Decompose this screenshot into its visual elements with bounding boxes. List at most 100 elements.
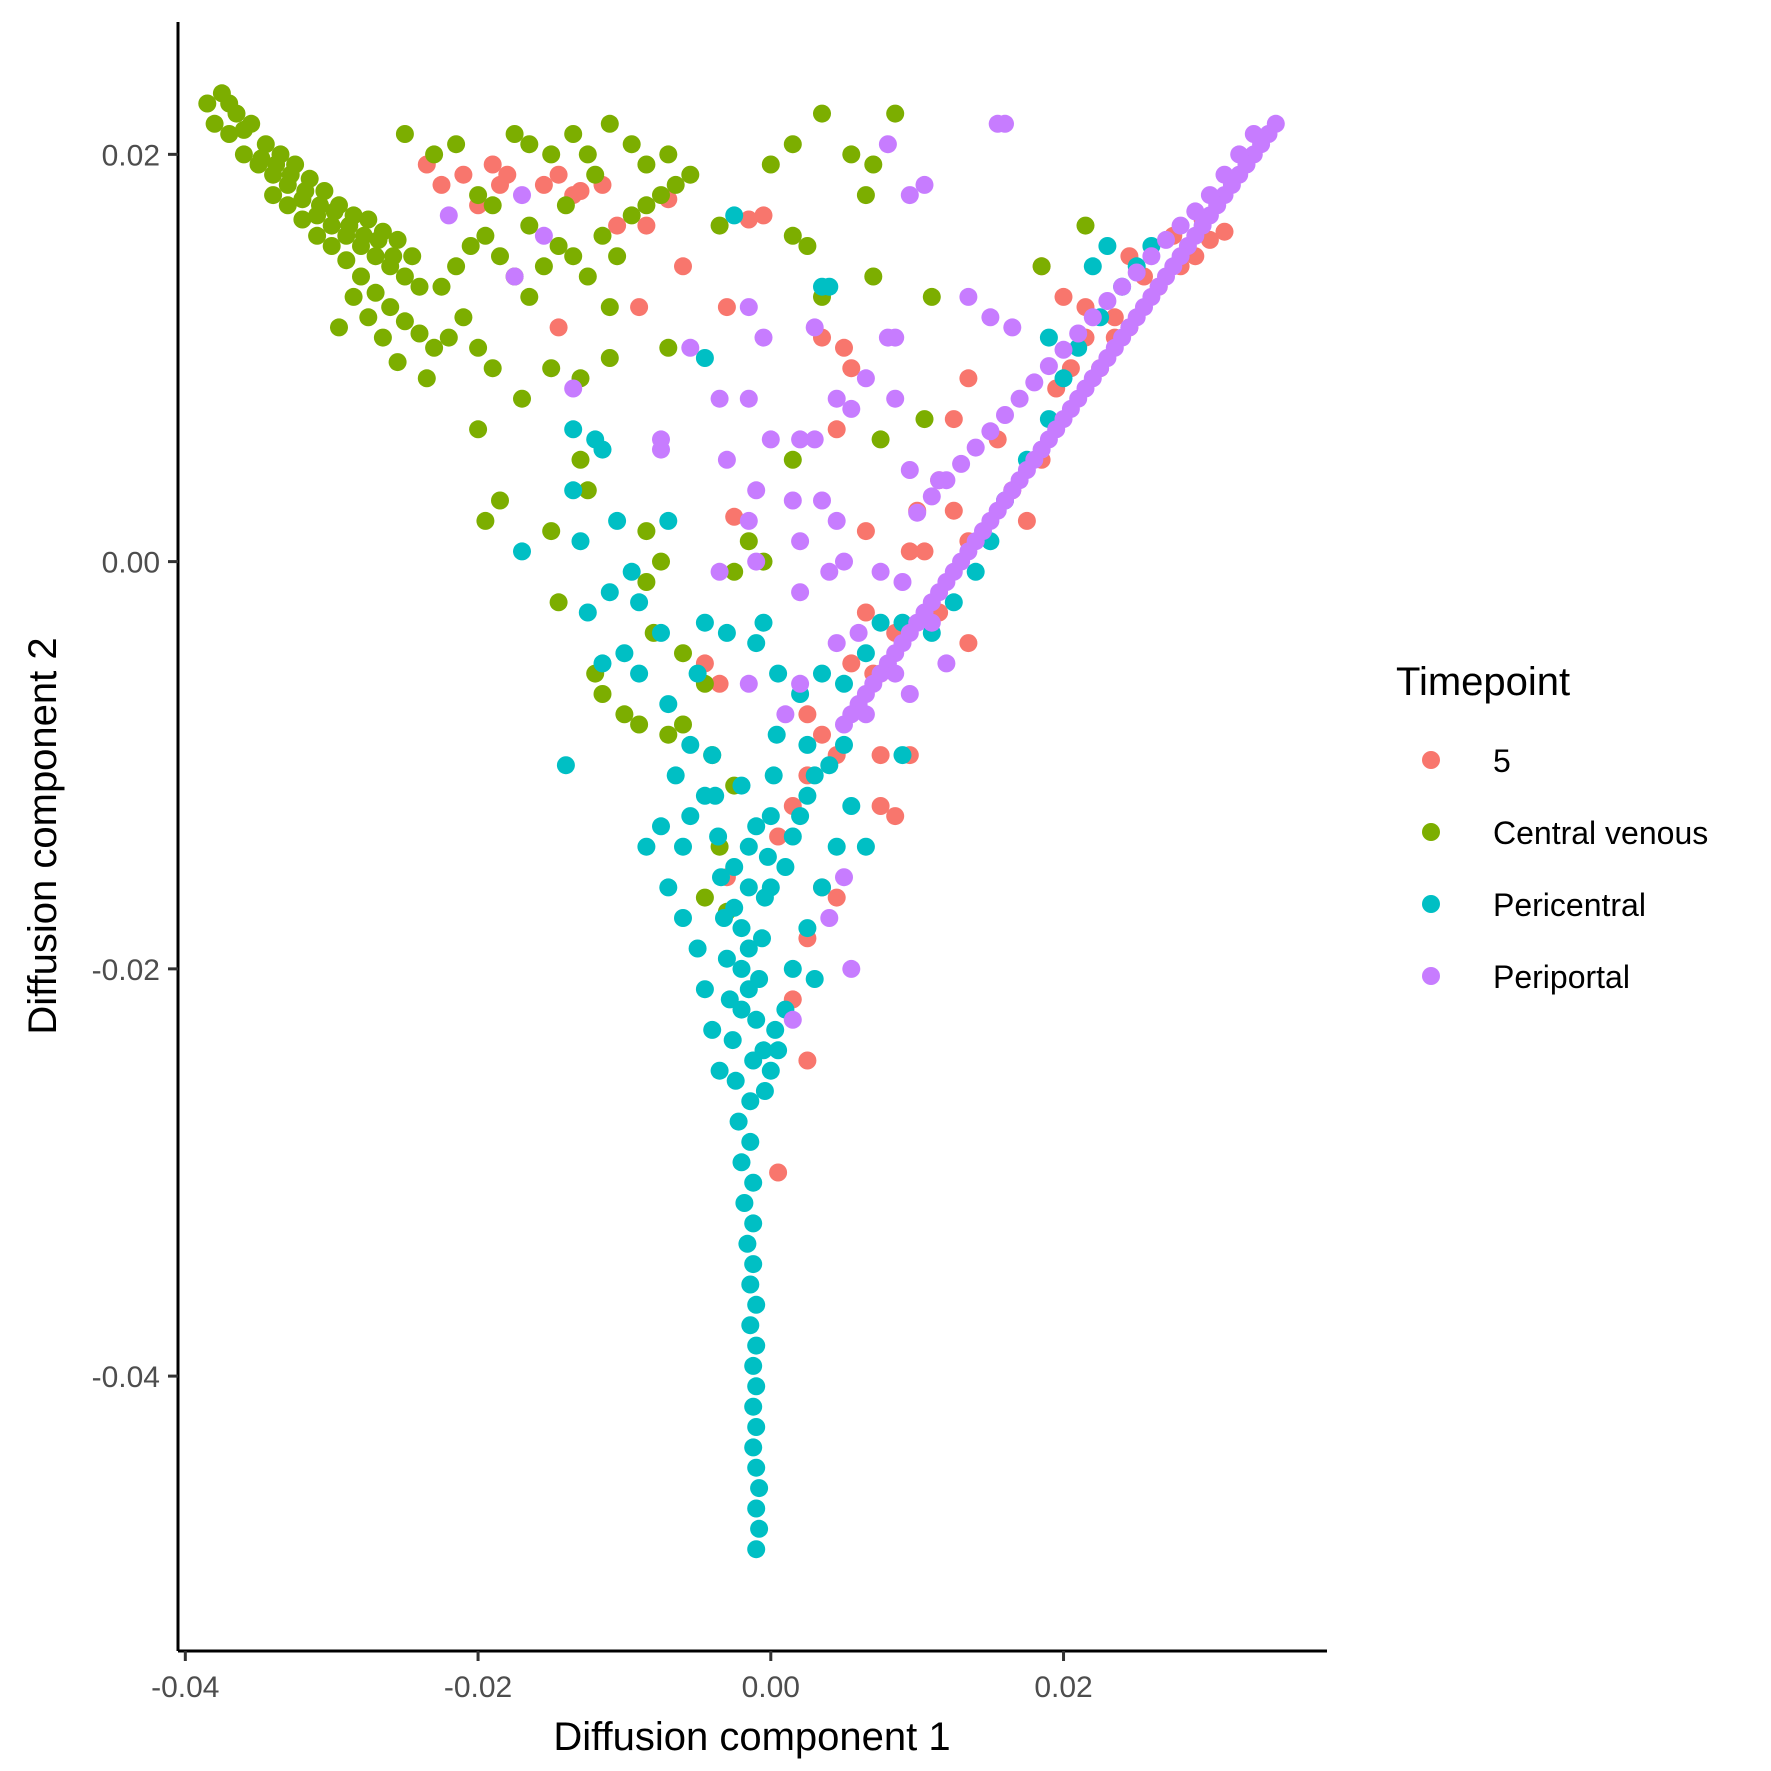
data-point — [637, 837, 656, 856]
data-point — [710, 674, 729, 693]
data-point — [384, 247, 403, 266]
data-point — [783, 959, 802, 978]
data-point — [340, 216, 359, 235]
legend-items: 5 Central venous Pericentral Periportal — [1422, 743, 1708, 995]
data-point — [674, 257, 692, 276]
data-point — [791, 674, 810, 693]
data-point — [726, 1071, 745, 1090]
data-point — [761, 155, 780, 174]
data-point — [1054, 369, 1073, 388]
data-point — [681, 735, 700, 754]
data-point — [366, 247, 385, 266]
data-point — [871, 746, 890, 765]
data-point — [732, 959, 751, 978]
data-point — [491, 491, 509, 510]
data-point — [315, 182, 334, 200]
data-point — [754, 613, 773, 632]
data-point — [373, 328, 392, 347]
data-point — [922, 613, 941, 632]
data-point — [534, 175, 553, 194]
data-point — [695, 786, 714, 805]
data-point — [637, 522, 656, 541]
data-point — [959, 634, 978, 653]
data-point — [1244, 125, 1263, 143]
data-point — [1215, 165, 1234, 184]
y-axis-ticks: -0.04 -0.02 0.00 0.02 — [92, 139, 178, 1394]
data-point — [1142, 247, 1161, 266]
data-point — [549, 165, 568, 184]
data-point — [308, 226, 327, 245]
data-point — [871, 430, 890, 449]
data-point — [476, 511, 495, 530]
data-point — [630, 664, 649, 683]
y-axis-title: Diffusion component 2 — [21, 637, 65, 1034]
data-point — [710, 562, 729, 581]
data-point — [827, 511, 846, 530]
data-point — [1054, 287, 1073, 306]
data-point — [600, 298, 619, 317]
data-point — [744, 1255, 763, 1274]
data-point — [813, 664, 831, 683]
data-point — [652, 817, 670, 836]
data-point — [717, 949, 736, 968]
data-point — [369, 230, 388, 249]
data-point — [798, 919, 817, 938]
data-point — [805, 970, 824, 988]
data-point — [886, 389, 905, 408]
data-point — [783, 1010, 802, 1029]
data-point — [922, 487, 941, 506]
data-point — [311, 196, 329, 215]
data-point — [741, 1092, 760, 1111]
data-point — [732, 1000, 751, 1019]
data-point — [359, 308, 378, 327]
data-point — [744, 1397, 763, 1416]
data-point — [578, 603, 597, 622]
data-point — [764, 766, 783, 785]
data-point — [469, 186, 488, 205]
data-point — [739, 511, 758, 530]
data-point — [325, 202, 344, 221]
data-point — [674, 715, 692, 734]
data-point — [791, 807, 810, 826]
data-point — [659, 338, 678, 357]
data-points — [198, 84, 1285, 1559]
data-point — [842, 145, 861, 164]
data-point — [513, 389, 531, 408]
legend-label: 5 — [1493, 743, 1511, 779]
data-point — [886, 104, 905, 123]
data-point — [542, 359, 561, 378]
data-point — [758, 847, 777, 866]
data-point — [630, 593, 649, 612]
data-point — [1157, 230, 1175, 249]
data-point — [761, 430, 780, 449]
data-point — [1003, 318, 1022, 337]
data-point — [1200, 230, 1219, 249]
data-point — [856, 603, 875, 622]
data-point — [739, 837, 758, 856]
data-point — [571, 450, 590, 469]
data-point — [220, 94, 239, 113]
data-point — [725, 562, 744, 581]
data-point — [1039, 357, 1058, 376]
data-point — [476, 226, 495, 245]
data-point — [915, 175, 934, 194]
data-point — [864, 155, 883, 174]
data-point — [659, 878, 678, 897]
data-point — [827, 634, 846, 653]
data-point — [725, 507, 744, 526]
data-point — [267, 155, 286, 174]
data-point — [767, 725, 786, 744]
data-point — [755, 1082, 774, 1100]
data-point — [447, 135, 466, 154]
data-point — [549, 593, 568, 612]
data-point — [381, 298, 400, 317]
data-point — [454, 308, 473, 327]
data-point — [754, 328, 773, 347]
data-point — [744, 1356, 763, 1375]
data-point — [900, 186, 919, 205]
data-point — [813, 725, 831, 744]
legend-label: Periportal — [1493, 959, 1630, 995]
data-point — [741, 1132, 760, 1151]
data-point — [564, 420, 583, 439]
data-point — [966, 562, 985, 581]
